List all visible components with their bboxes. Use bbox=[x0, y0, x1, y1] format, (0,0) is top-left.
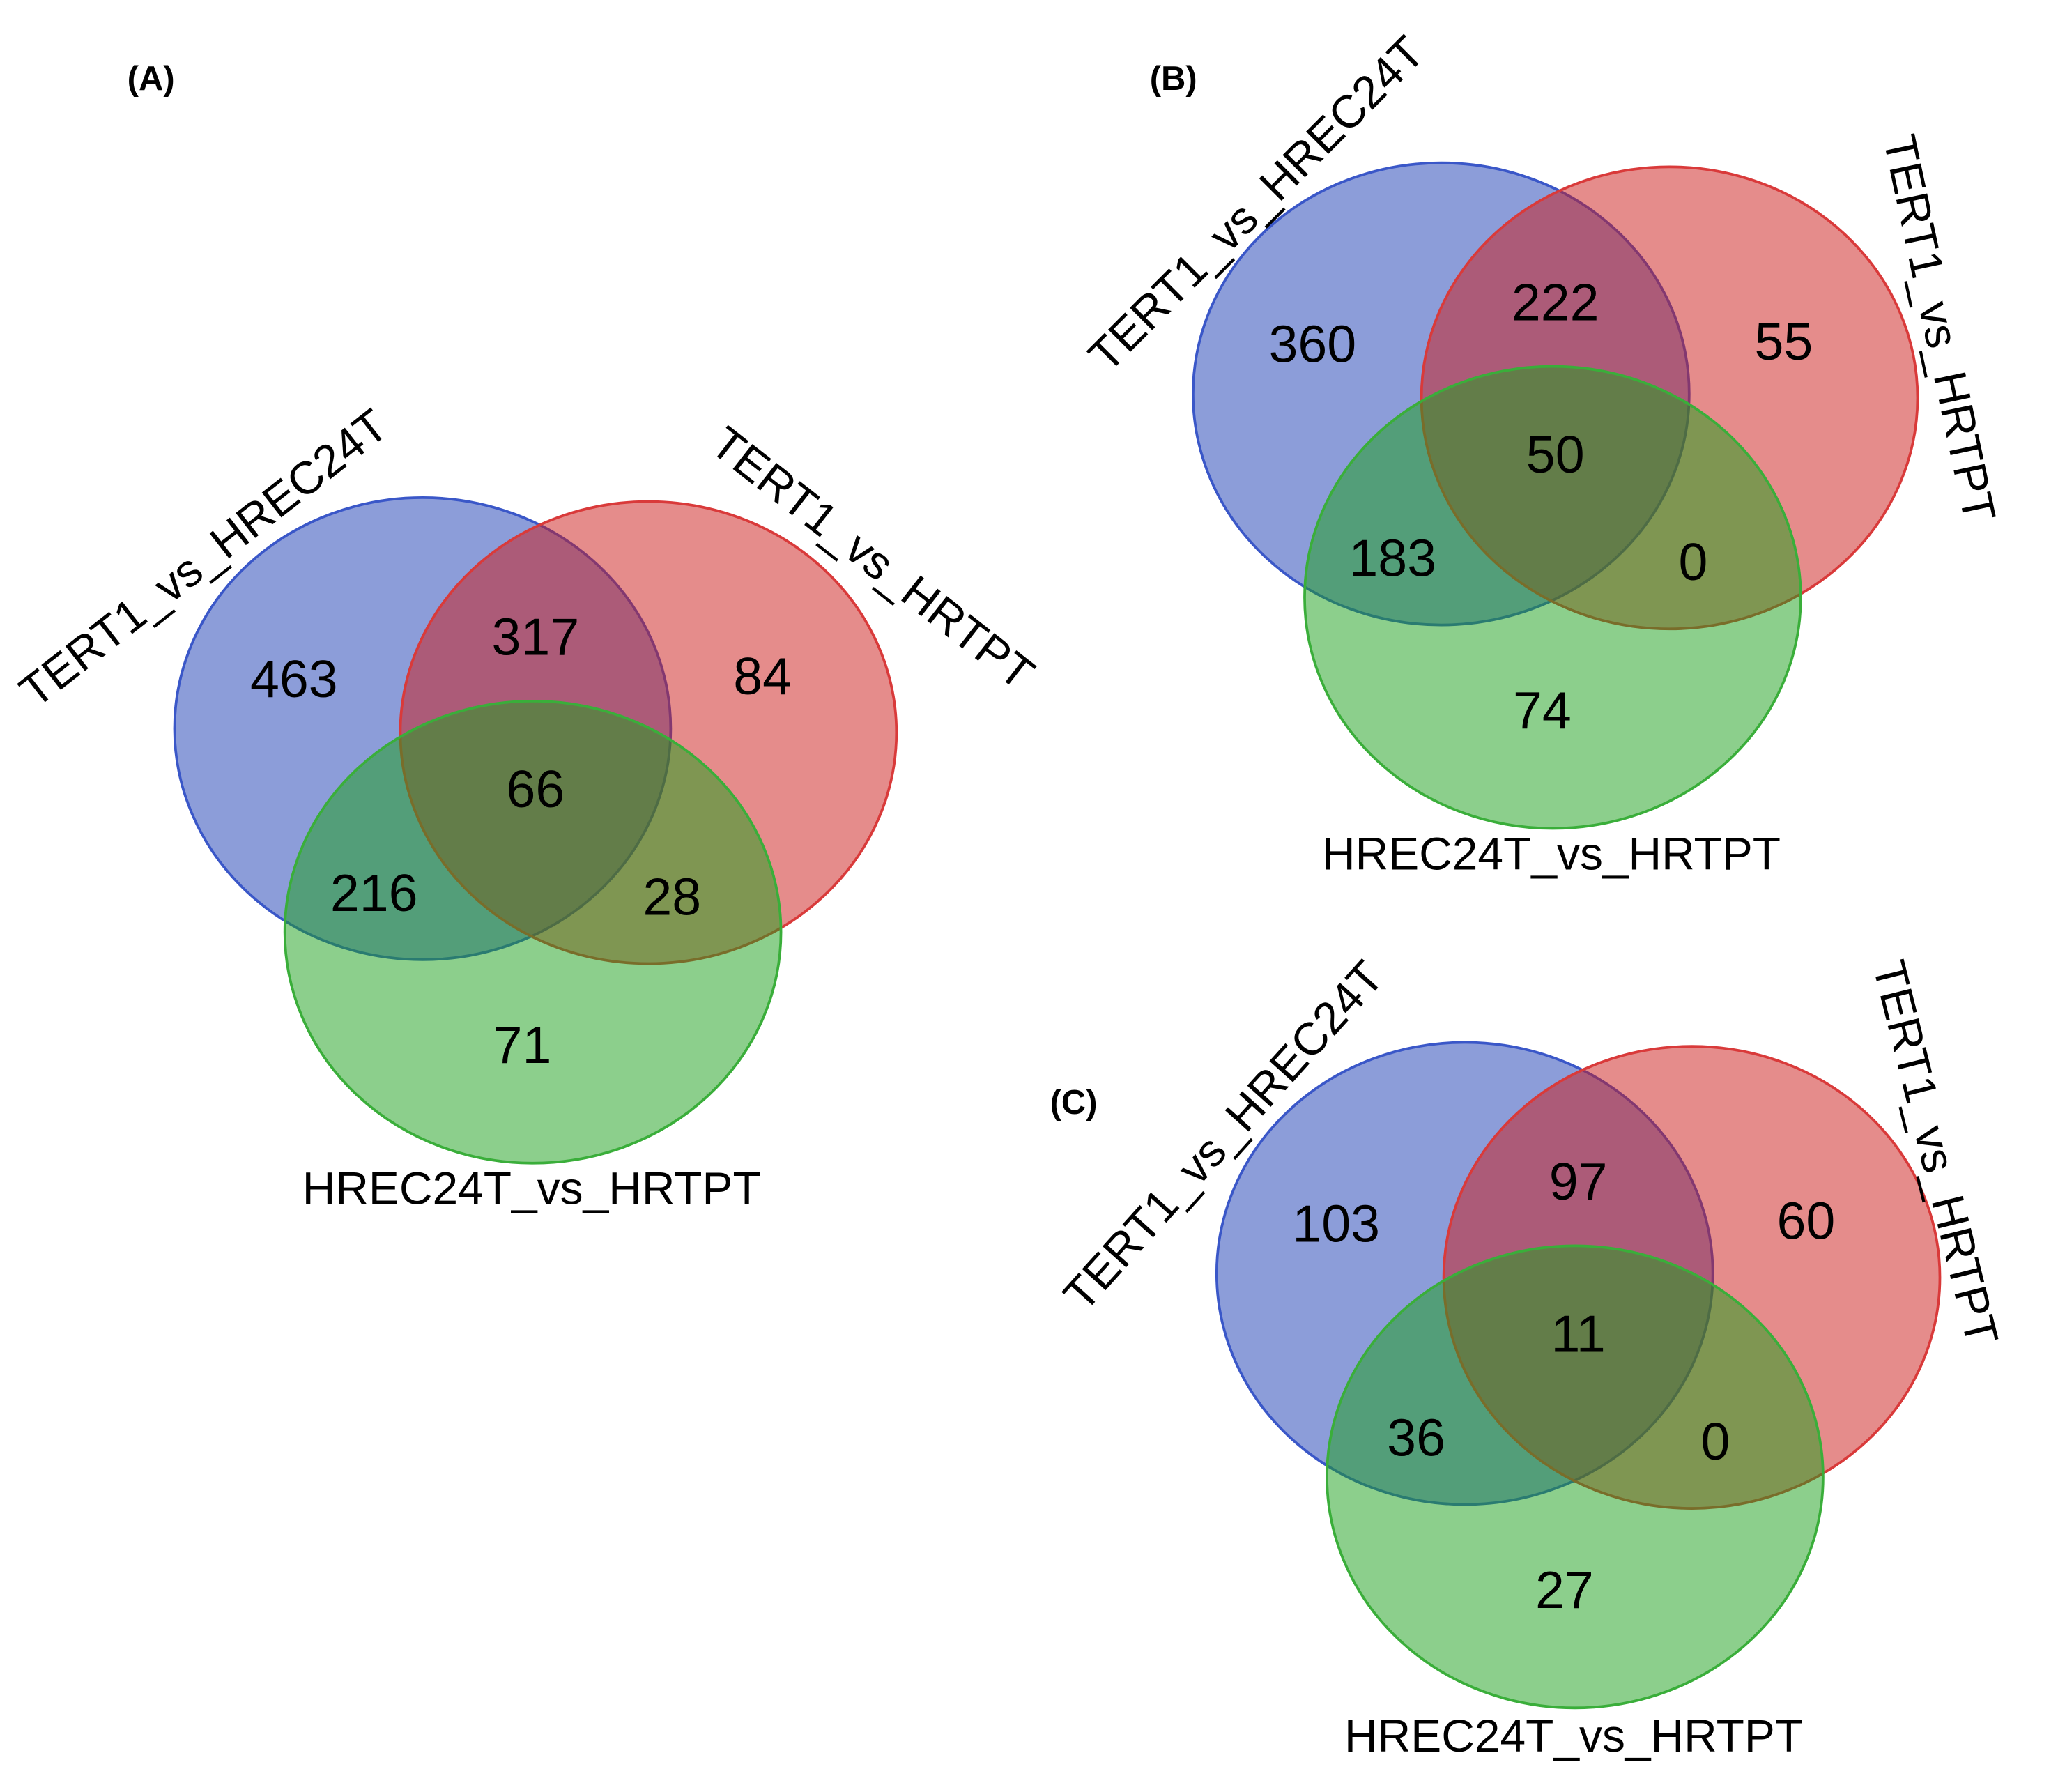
set-ellipse-3 bbox=[1303, 365, 1802, 830]
region-count-s13: 36 bbox=[1387, 1408, 1445, 1466]
region-count-only2: 55 bbox=[1754, 312, 1813, 371]
set-ellipse-3 bbox=[1326, 1244, 1825, 1710]
region-count-only3: 74 bbox=[1513, 681, 1572, 740]
set-label-3: HREC24T_vs_HRTPT bbox=[1322, 827, 1781, 879]
set-label-3: HREC24T_vs_HRTPT bbox=[302, 1163, 761, 1214]
panel-label: (B) bbox=[1150, 60, 1197, 98]
region-count-s13: 216 bbox=[330, 864, 418, 922]
region-count-only3: 27 bbox=[1535, 1561, 1594, 1619]
region-count-only3: 71 bbox=[493, 1016, 552, 1074]
region-count-only1: 463 bbox=[250, 650, 338, 708]
panel-label: (A) bbox=[128, 60, 175, 98]
region-count-only1: 360 bbox=[1268, 315, 1356, 374]
region-count-s123: 66 bbox=[506, 760, 565, 818]
region-count-s12: 222 bbox=[1512, 273, 1599, 331]
region-count-only2: 84 bbox=[733, 647, 792, 705]
region-count-s12: 97 bbox=[1549, 1152, 1608, 1211]
set-ellipse-3 bbox=[283, 699, 783, 1165]
region-count-only1: 103 bbox=[1292, 1194, 1380, 1253]
region-count-only2: 60 bbox=[1777, 1192, 1836, 1250]
region-count-s23: 0 bbox=[1701, 1412, 1730, 1471]
region-count-s23: 28 bbox=[643, 867, 701, 926]
region-count-s12: 317 bbox=[492, 608, 580, 666]
region-count-s13: 183 bbox=[1349, 529, 1436, 588]
region-count-s123: 11 bbox=[1551, 1305, 1606, 1363]
region-count-s123: 50 bbox=[1526, 425, 1585, 484]
panel-label: (C) bbox=[1050, 1084, 1098, 1121]
set-label-3: HREC24T_vs_HRTPT bbox=[1344, 1710, 1803, 1761]
region-count-s23: 0 bbox=[1678, 533, 1707, 591]
